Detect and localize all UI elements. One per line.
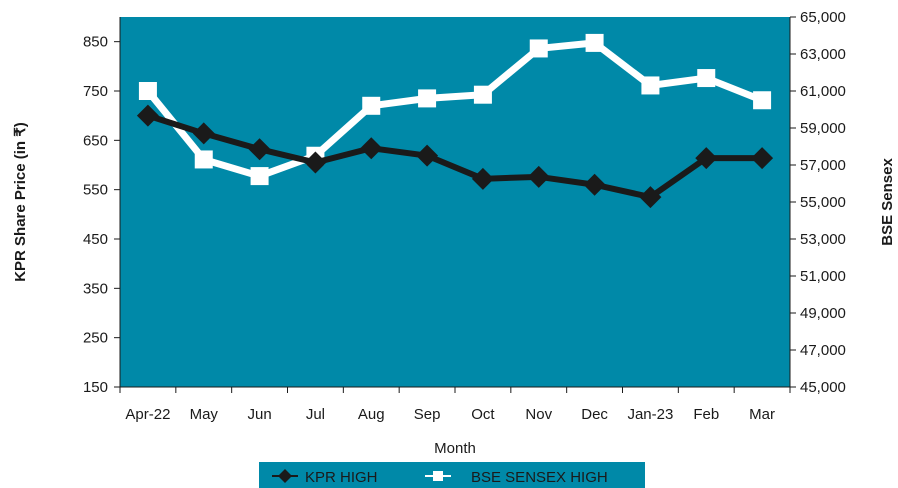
right-tick-label: 51,000 xyxy=(800,268,846,285)
kpr-point xyxy=(471,167,494,190)
legend-background xyxy=(259,462,645,488)
sensex-point xyxy=(362,96,381,115)
series-layer xyxy=(136,33,774,209)
kpr-point xyxy=(639,186,662,209)
right-tick-label: 65,000 xyxy=(800,9,846,26)
x-tick-label: Apr-22 xyxy=(125,406,170,423)
kpr-point xyxy=(304,151,327,174)
left-axis: 150 250 350 450 550 650 750 850 xyxy=(83,17,121,396)
x-tick-label: Jun xyxy=(247,406,271,423)
left-tick-label: 550 xyxy=(83,182,108,199)
kpr-point xyxy=(248,138,271,161)
right-tick-label: 45,000 xyxy=(800,379,846,396)
legend: KPR HIGH BSE SENSEX HIGH xyxy=(259,462,645,488)
legend-kpr-label: KPR HIGH xyxy=(305,469,378,486)
x-tick-label: Aug xyxy=(358,406,385,423)
x-tick-label: Jul xyxy=(306,406,325,423)
plot-area xyxy=(120,17,790,387)
kpr-point xyxy=(360,137,383,160)
right-tick-label: 63,000 xyxy=(800,46,846,63)
x-tick-label: Mar xyxy=(749,406,775,423)
right-axis-title: BSE Sensex xyxy=(879,158,896,246)
x-axis-title: Month xyxy=(434,440,476,457)
sensex-point xyxy=(473,85,492,104)
sensex-point xyxy=(250,167,269,186)
series-line-kpr-high xyxy=(147,112,763,201)
x-tick-label: Nov xyxy=(525,406,552,423)
left-tick-label: 650 xyxy=(83,132,108,149)
sensex-point xyxy=(585,33,604,52)
kpr-point xyxy=(583,173,606,196)
right-tick-label: 49,000 xyxy=(800,305,846,322)
right-tick-label: 55,000 xyxy=(800,194,846,211)
kpr-point xyxy=(416,144,439,167)
left-axis-title: KPR Share Price (in ₹) xyxy=(12,122,29,282)
x-tick-label: Dec xyxy=(581,406,608,423)
kpr-point xyxy=(751,147,774,170)
left-tick-label: 250 xyxy=(83,330,108,347)
right-tick-label: 57,000 xyxy=(800,157,846,174)
left-tick-label: 850 xyxy=(83,34,108,51)
left-tick-label: 750 xyxy=(83,83,108,100)
right-axis: 45,000 47,000 49,000 51,000 53,000 55,000 57,0… xyxy=(789,9,846,396)
sensex-point xyxy=(194,150,213,169)
sensex-point xyxy=(138,82,157,100)
kpr-point xyxy=(192,122,215,145)
sensex-point xyxy=(697,69,716,88)
kpr-point xyxy=(695,147,718,170)
x-tick-label: Feb xyxy=(693,406,719,423)
legend-kpr-diamond-icon xyxy=(278,469,292,483)
legend-sensex-square-icon xyxy=(433,471,443,481)
x-tick-label: Sep xyxy=(414,406,441,423)
kpr-point xyxy=(527,165,550,188)
right-tick-label: 53,000 xyxy=(800,231,846,248)
sensex-point xyxy=(529,39,548,58)
series-line-bse-sensex-high xyxy=(145,39,764,180)
right-tick-label: 59,000 xyxy=(800,120,846,137)
x-tick-label: May xyxy=(190,406,219,423)
x-tick-label: Jan-23 xyxy=(627,406,673,423)
x-tick-label: Oct xyxy=(471,406,495,423)
left-tick-label: 350 xyxy=(83,280,108,297)
right-tick-label: 47,000 xyxy=(800,342,846,359)
right-tick-label: 61,000 xyxy=(800,83,846,100)
sensex-point xyxy=(753,91,772,110)
left-tick-label: 450 xyxy=(83,231,108,248)
x-axis: Apr-22 May Jun Jul Aug Sep Oct Nov Dec Jan-23 Feb M… xyxy=(119,386,791,423)
kpr-point xyxy=(136,104,159,127)
sensex-point xyxy=(641,76,660,95)
legend-sensex-label: BSE SENSEX HIGH xyxy=(471,469,608,486)
left-tick-label: 150 xyxy=(83,379,108,396)
sensex-point xyxy=(418,89,437,108)
